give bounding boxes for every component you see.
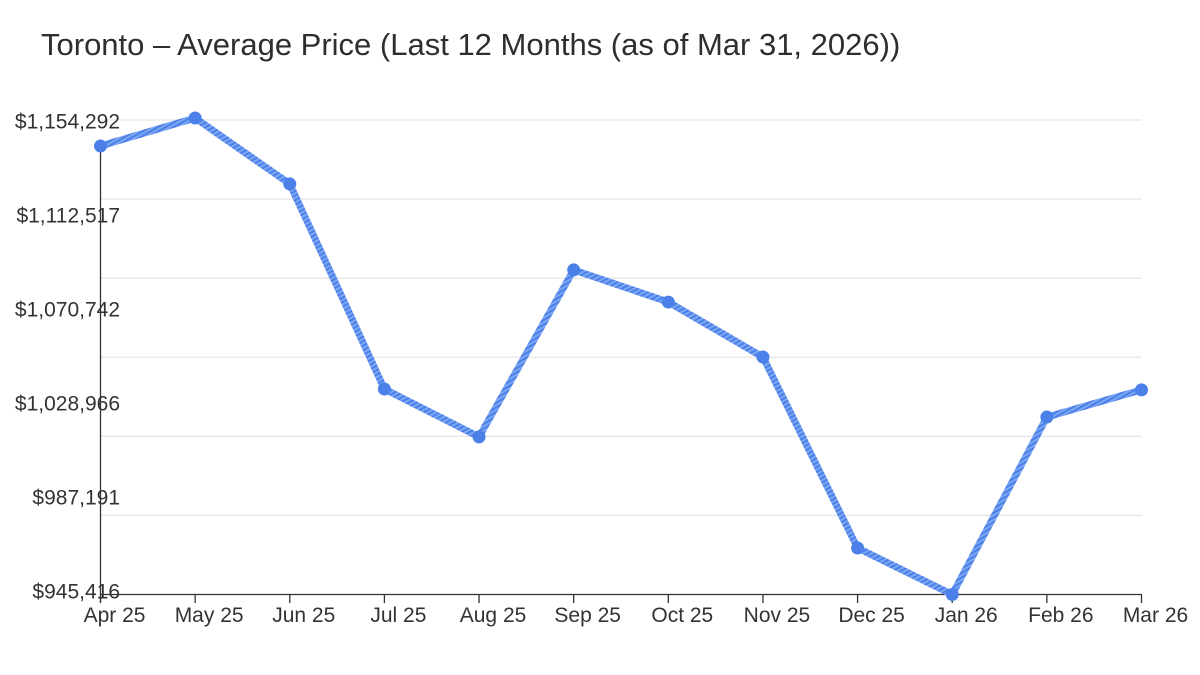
x-tick-label: Feb 26 bbox=[1028, 604, 1093, 627]
y-tick-label: $1,154,292 bbox=[15, 111, 120, 134]
data-point-marker bbox=[188, 111, 202, 125]
x-tick-label: Sep 25 bbox=[554, 604, 621, 627]
data-point-marker bbox=[567, 263, 581, 277]
data-point-marker bbox=[756, 350, 770, 364]
y-tick-label: $1,112,517 bbox=[16, 205, 120, 228]
y-tick-label: $1,070,742 bbox=[15, 299, 120, 322]
data-point-marker bbox=[1040, 410, 1054, 424]
y-tick-label: $1,028,966 bbox=[15, 393, 120, 416]
x-tick-label: Jul 25 bbox=[370, 604, 426, 627]
x-tick-label: May 25 bbox=[175, 604, 244, 627]
x-tick-label: Jun 25 bbox=[272, 604, 335, 627]
data-point-marker bbox=[283, 177, 297, 191]
y-tick-label: $987,191 bbox=[32, 487, 120, 510]
data-point-marker bbox=[377, 382, 391, 396]
data-point-marker bbox=[94, 139, 107, 153]
data-point-marker bbox=[945, 588, 959, 601]
x-tick-label: Oct 25 bbox=[651, 604, 713, 627]
price-line bbox=[97, 114, 1145, 598]
x-tick-label: Apr 25 bbox=[84, 604, 146, 627]
chart-title: Toronto – Average Price (Last 12 Months … bbox=[41, 27, 901, 62]
x-tick-label: Aug 25 bbox=[460, 604, 527, 627]
data-point-marker bbox=[472, 430, 486, 444]
data-point-marker bbox=[1135, 383, 1148, 397]
x-tick-label: Jan 26 bbox=[935, 604, 998, 627]
data-point-marker bbox=[851, 541, 865, 555]
y-tick-label: $945,416 bbox=[32, 581, 120, 604]
x-tick-label: Dec 25 bbox=[838, 604, 905, 627]
x-tick-label: Mar 26 bbox=[1123, 604, 1188, 627]
x-tick-label: Nov 25 bbox=[744, 604, 811, 627]
data-point-marker bbox=[661, 295, 675, 309]
